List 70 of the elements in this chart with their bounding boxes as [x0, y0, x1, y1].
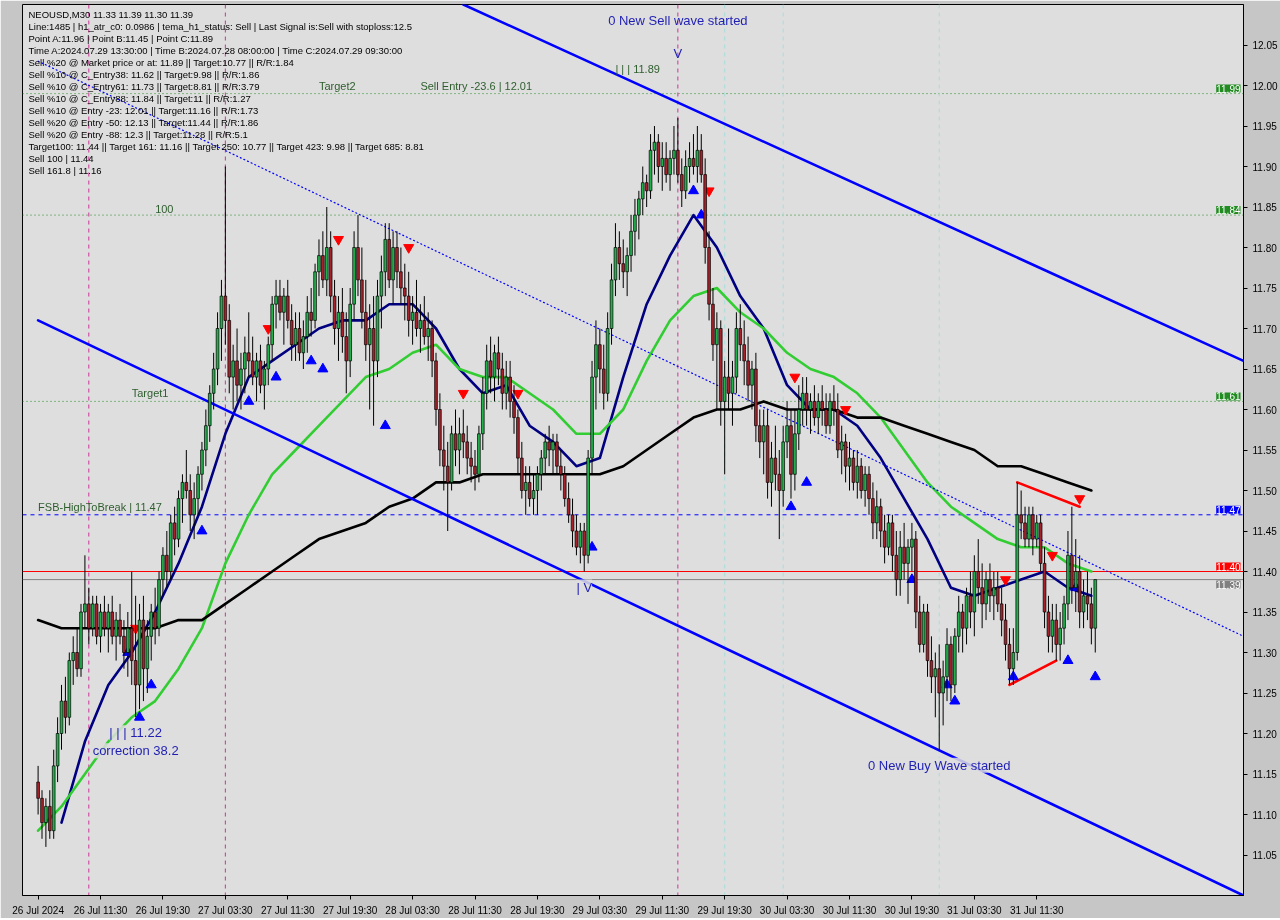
- y-tick-label: 11.55: [1252, 445, 1278, 456]
- annotation: Sell %20 @ Entry -50: 12.13 || Target:11.44 || R/R:1.86: [28, 116, 259, 128]
- x-tick-label: 29 Jul 03:30: [572, 904, 628, 916]
- y-tick-label: 11.85: [1252, 202, 1278, 213]
- annotation: FSB-HighToBreak | 11.47: [38, 500, 162, 513]
- annotation: Target1: [131, 387, 169, 400]
- y-tick-label: 11.70: [1252, 323, 1278, 335]
- x-tick-label: 31 Jul 11:30: [1009, 904, 1065, 916]
- x-tick-label: 30 Jul 19:30: [884, 904, 940, 916]
- annotation: NEOUSD,M30 11.33 11.39 11.30 11.39: [28, 8, 194, 20]
- x-tick-label: 27 Jul 19:30: [322, 904, 378, 916]
- annotation: Sell %20 @ Entry -88: 12.3 || Target:11.28 || R/R:5.1: [28, 128, 248, 140]
- annotation: Sell %10 @ Entry -23: 12.01 || Target:11.16 || R/R:1.73: [28, 104, 259, 116]
- x-tick-label: 28 Jul 11:30: [448, 904, 503, 916]
- y-tick-label: 12.05: [1252, 40, 1278, 51]
- x-tick-label: 26 Jul 2024: [12, 904, 65, 916]
- y-tick-label: 11.35: [1252, 607, 1278, 618]
- x-tick-label: 26 Jul 19:30: [135, 904, 191, 916]
- annotation: Line:1485 | h1_atr_c0: 0.0986 | tema_h1_status: Sell | Last Signal is:Sell with stoploss:12.5: [28, 20, 412, 32]
- y-tick-label: 11.40: [1252, 566, 1278, 578]
- x-tick-label: 27 Jul 03:30: [198, 904, 254, 916]
- x-tick-label: 31 Jul 03:30: [947, 904, 1003, 916]
- annotation: correction 38.2: [92, 743, 179, 759]
- x-tick-label: 30 Jul 03:30: [759, 904, 815, 916]
- annotation: Sell %10 @ C_Entry61: 11.73 || Target:8.81 || R/R:3.79: [28, 80, 260, 92]
- y-tick-label: 11.30: [1252, 647, 1278, 659]
- annotation: Sell %20 @ Market price or at: 11.89 || Target:10.77 || R/R:1.84: [28, 56, 294, 68]
- y-tick-label: 11.10: [1252, 809, 1278, 821]
- x-tick-label: 26 Jul 11:30: [73, 904, 128, 916]
- annotation: 0 New Buy Wave started: [867, 757, 1011, 773]
- ref-line-label: 11.61: [1216, 391, 1241, 403]
- y-tick-label: 11.15: [1252, 769, 1278, 780]
- annotation: 0 New Sell wave started: [608, 13, 748, 29]
- y-tick-label: 11.45: [1252, 526, 1278, 537]
- ref-line-label: 11.84: [1216, 205, 1241, 217]
- y-tick-label: 11.05: [1252, 850, 1278, 861]
- annotation: Sell Entry -23.6 | 12.01: [420, 79, 533, 92]
- y-tick-label: 11.80: [1252, 242, 1278, 254]
- y-tick-label: 12.00: [1252, 80, 1278, 92]
- x-tick-label: 28 Jul 19:30: [510, 904, 566, 916]
- x-tick-label: 29 Jul 11:30: [635, 904, 690, 916]
- annotation: Sell 100 | 11.44: [28, 152, 94, 164]
- ref-line-label: 11.99: [1216, 83, 1241, 95]
- x-tick-label: 28 Jul 03:30: [385, 904, 441, 916]
- y-tick-label: 11.60: [1252, 404, 1278, 416]
- annotation: Target2: [318, 79, 356, 92]
- annotation: | | | 11.89: [615, 63, 660, 76]
- annotation: Sell %10 @ C_Entry88: 11.84 || Target:11 || R/R:1.27: [28, 92, 251, 104]
- annotation: V: [673, 45, 683, 61]
- y-tick-label: 11.90: [1252, 161, 1278, 173]
- annotation: Sell %10 @ C_Entry38: 11.62 || Target:9.98 || R/R:1.86: [28, 68, 260, 80]
- y-tick-label: 11.65: [1252, 364, 1278, 375]
- annotation: | V: [576, 579, 593, 595]
- ref-line-label: 11.40: [1216, 561, 1241, 573]
- ref-line-label: 11.47: [1216, 504, 1241, 516]
- x-tick-label: 27 Jul 11:30: [260, 904, 316, 916]
- annotation: 100: [155, 203, 174, 216]
- y-tick-label: 11.25: [1252, 688, 1278, 699]
- y-tick-label: 11.95: [1252, 121, 1278, 132]
- y-tick-label: 11.50: [1252, 485, 1278, 497]
- annotation: Point A:11.96 | Point B:11.45 | Point C:11.89: [28, 32, 214, 44]
- annotation: | | | 11.22: [109, 725, 162, 741]
- y-tick-label: 11.75: [1252, 283, 1278, 294]
- annotation: Sell 161.8 | 11.16: [28, 164, 102, 176]
- x-tick-label: 30 Jul 11:30: [822, 904, 877, 916]
- x-tick-label: 29 Jul 19:30: [697, 904, 753, 916]
- y-tick-label: 11.20: [1252, 728, 1278, 740]
- annotation: Time A:2024.07.29 13:30:00 | Time B:2024.07.28 08:00:00 | Time C:2024.07.29 09:30:00: [28, 44, 403, 56]
- annotation: Target100: 11.44 || Target 161: 11.16 || Target 250: 10.77 || Target 423: 9.98 || Target 685: 8.81: [28, 140, 424, 152]
- ref-line-label: 11.39: [1216, 579, 1241, 591]
